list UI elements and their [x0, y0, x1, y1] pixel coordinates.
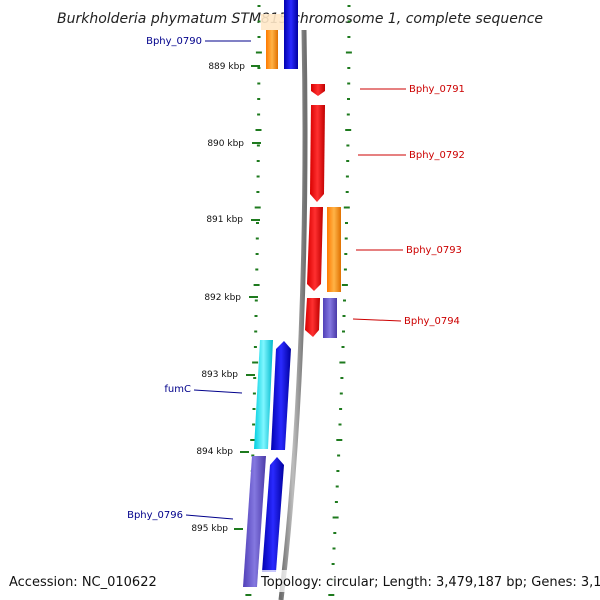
gene-label-0793: Bphy_0793	[406, 245, 462, 256]
gene-feature-0792	[310, 105, 325, 202]
gene-feature-top-faint	[261, 14, 285, 30]
gene-feature-0796	[243, 456, 266, 587]
gene-feature-0794-red	[305, 298, 320, 337]
scale-label: 891 kbp	[206, 215, 243, 225]
gene-label-0791: Bphy_0791	[409, 84, 465, 95]
gene-feature-0793-red	[307, 207, 323, 291]
gene-feature-blue-0796	[262, 457, 284, 572]
scale-label: 894 kbp	[196, 447, 233, 457]
accession-text: Accession: NC_010622	[9, 575, 157, 590]
gene-label-0794: Bphy_0794	[404, 316, 460, 327]
gene-label-0796: Bphy_0796	[127, 510, 183, 521]
gene-labels: Bphy_0790 Bphy_0791 Bphy_0792 Bphy_0793 …	[127, 36, 465, 521]
gene-label-0790: Bphy_0790	[146, 36, 202, 47]
gene-feature-orange-0790	[266, 30, 278, 69]
gene-feature-blue-0790	[284, 0, 298, 69]
map-title: Burkholderia phymatum STM815 chromosome …	[57, 11, 543, 27]
gene-feature-fumC	[254, 340, 273, 449]
scale-label: 889 kbp	[208, 62, 245, 72]
sequence-backbone	[278, 29, 308, 600]
scale-labels: 889 kbp 890 kbp 891 kbp 892 kbp 893 kbp …	[191, 62, 261, 534]
leader-line-0794	[352, 318, 402, 322]
leader-line-fumC	[193, 389, 243, 394]
scale-label: 890 kbp	[207, 139, 244, 149]
leader-line-0796	[185, 514, 234, 520]
topology-text: Topology: circular; Length: 3,479,187 bp…	[260, 575, 600, 590]
footer-background	[258, 570, 594, 592]
scale-label: 893 kbp	[201, 370, 238, 380]
scale-label: 895 kbp	[191, 524, 228, 534]
gene-label-0792: Bphy_0792	[409, 150, 465, 161]
gene-feature-0793-orange	[327, 207, 341, 292]
scale-label: 892 kbp	[204, 293, 241, 303]
gene-feature-blue-fumC	[271, 341, 291, 450]
gene-feature-0794-slate	[323, 298, 337, 338]
gene-label-fumC: fumC	[164, 384, 191, 395]
gene-feature-0791	[311, 84, 325, 96]
